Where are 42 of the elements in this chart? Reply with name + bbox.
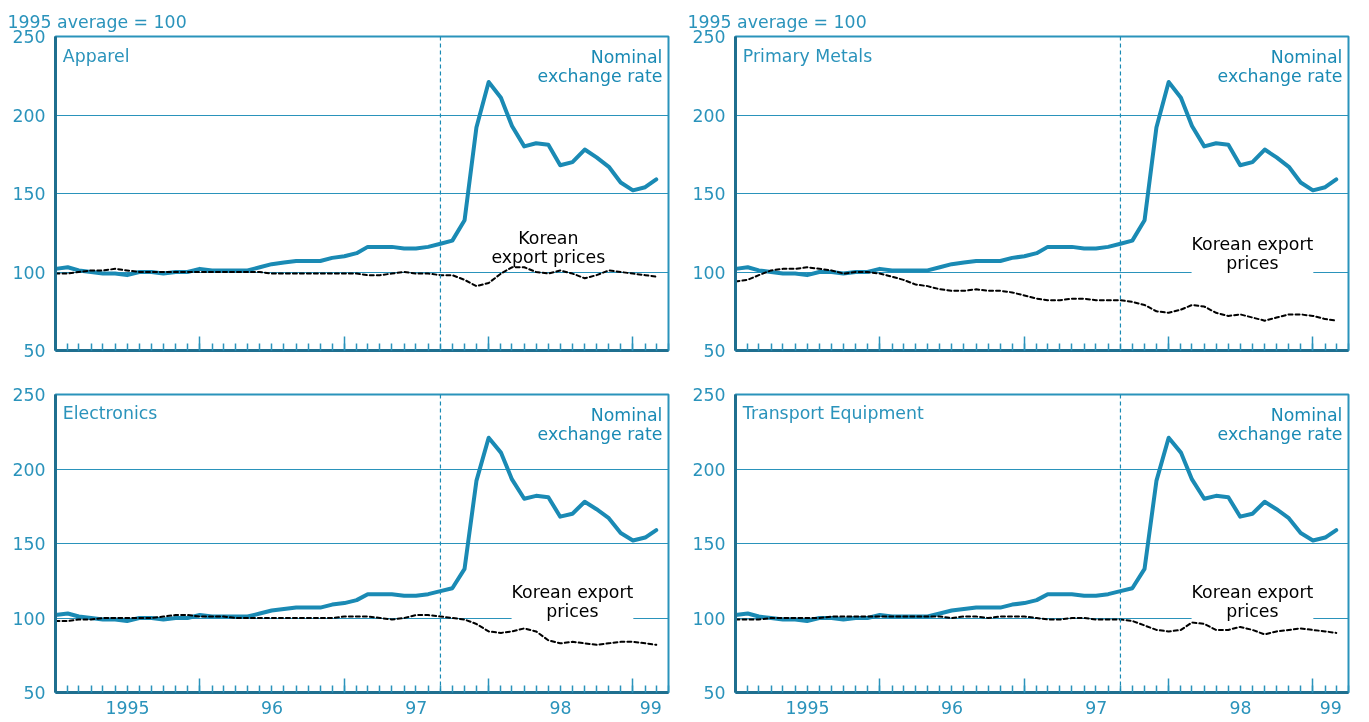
y-tick-label: 250 <box>692 27 726 47</box>
y-tick-label: 250 <box>12 385 46 405</box>
y-tick-label: 200 <box>692 105 726 126</box>
x-tick-label: 97 <box>1085 697 1108 718</box>
y-tick-label: 150 <box>12 534 46 554</box>
text: Nominal exchange rate <box>1217 47 1343 87</box>
y-tick-label: 250 <box>692 385 726 405</box>
y-tick-label: 250 <box>12 27 46 47</box>
series-label: Korean export prices <box>511 582 634 622</box>
text: Nominal exchange rate <box>1217 404 1343 444</box>
y-tick-label: 100 <box>692 262 726 283</box>
x-tick-label: 97 <box>405 697 428 718</box>
x-tick-label: 98 <box>549 697 572 718</box>
y-tick-label: 200 <box>692 459 726 480</box>
x-tick-label: 1995 <box>785 697 830 718</box>
series-label: Korean export prices <box>1191 582 1314 622</box>
text: Nominal exchange rate <box>537 404 663 444</box>
text: Primary Metals <box>742 45 873 66</box>
x-tick-label: 99 <box>1319 697 1342 718</box>
text: Nominal exchange rate <box>537 47 663 87</box>
y-tick-label: 50 <box>703 341 726 361</box>
x-tick-label: 99 <box>639 697 662 718</box>
text: Apparel <box>62 45 130 66</box>
series-label: Korean export prices <box>1191 234 1314 274</box>
y-tick-label: 150 <box>692 534 726 554</box>
y-tick-label: 50 <box>23 341 46 361</box>
series-label: Korean export prices <box>491 228 606 268</box>
y-tick-label: 200 <box>12 459 46 480</box>
x-tick-label: 98 <box>1229 697 1252 718</box>
y-tick-label: 50 <box>703 683 726 703</box>
y-tick-label: 200 <box>12 105 46 126</box>
x-tick-label: 1995 <box>105 697 150 718</box>
y-tick-label: 50 <box>23 683 46 703</box>
x-tick-label: 96 <box>941 697 964 718</box>
text: Transport Equipment <box>741 403 924 424</box>
x-tick-label: 96 <box>261 697 284 718</box>
text: Electronics <box>62 403 158 424</box>
y-tick-label: 100 <box>12 608 46 629</box>
y-tick-label: 100 <box>692 608 726 629</box>
y-tick-label: 100 <box>12 262 46 283</box>
y-tick-label: 150 <box>692 184 726 204</box>
y-tick-label: 150 <box>12 184 46 204</box>
